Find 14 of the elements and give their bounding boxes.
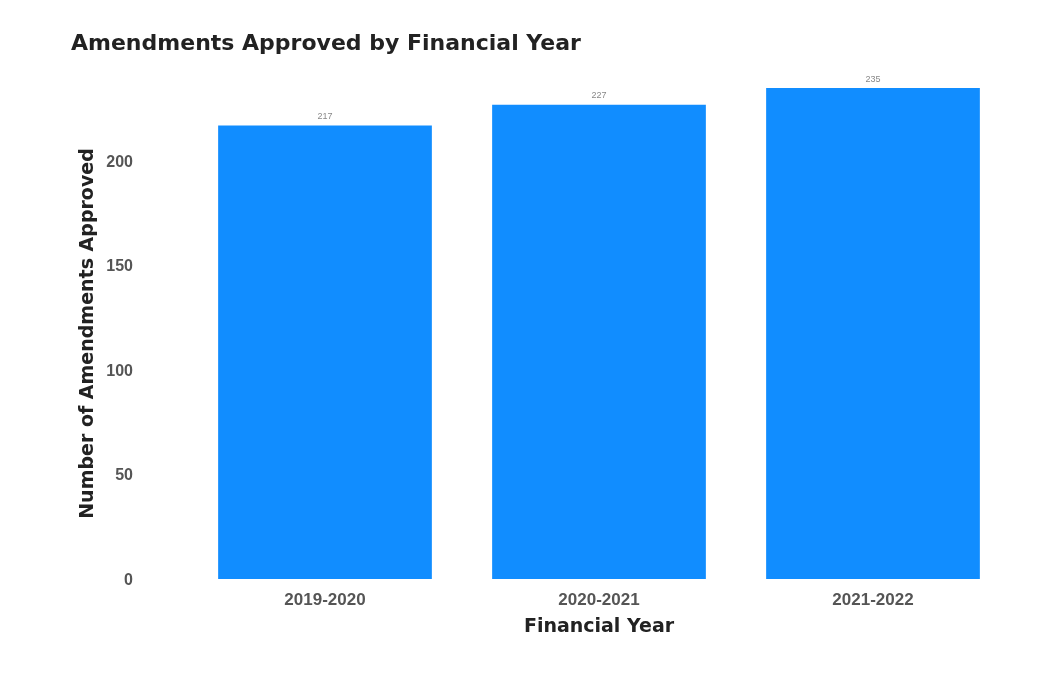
chart-title: Amendments Approved by Financial Year [71, 29, 582, 55]
y-axis-title: Number of Amendments Approved [74, 148, 97, 519]
data-label: 235 [865, 73, 881, 84]
x-axis-title: Financial Year [523, 613, 675, 636]
y-tick-label: 0 [124, 570, 134, 588]
x-tick-label: 2020-2021 [558, 590, 640, 609]
y-tick-label: 200 [106, 152, 134, 170]
x-tick-label: 2021-2022 [832, 590, 914, 609]
y-tick-label: 100 [106, 361, 134, 379]
y-tick-label: 50 [115, 466, 134, 484]
data-label: 227 [591, 90, 607, 101]
data-label: 217 [317, 111, 333, 122]
y-tick-label: 150 [106, 257, 134, 275]
x-tick-label: 2019-2020 [284, 590, 366, 609]
